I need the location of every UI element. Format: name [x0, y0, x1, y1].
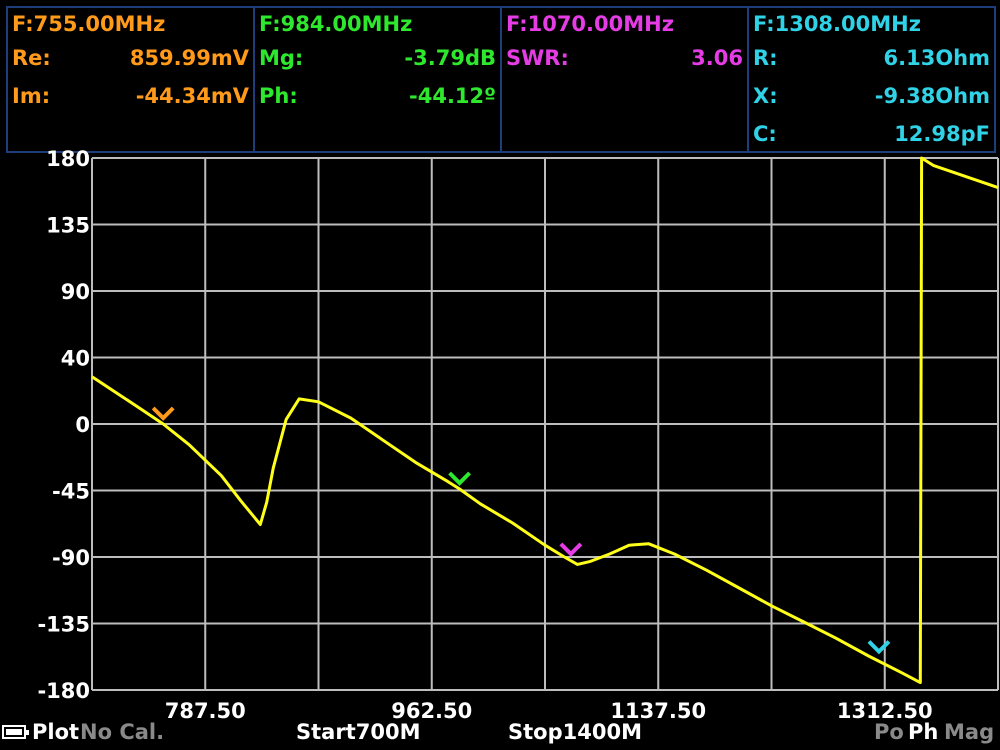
marker-4-row-x: X: -9.38Ohm	[753, 84, 990, 112]
label: SWR:	[506, 46, 569, 70]
value: 6.13Ohm	[883, 46, 991, 70]
marker-4-row-r: R: 6.13Ohm	[753, 46, 990, 74]
label: C:	[753, 122, 777, 146]
marker-readout-panel: F:755.00MHz Re: 859.99mV Im: -44.34mV F:98…	[6, 6, 996, 153]
marker-2-row-ph: Ph: -44.12º	[259, 84, 496, 112]
marker-3-row-swr: SWR: 3.06	[506, 46, 743, 74]
y-tick-label: -45	[52, 480, 90, 504]
y-tick-label: 90	[61, 280, 90, 304]
label: X:	[753, 84, 778, 108]
stop-frequency[interactable]: Stop1400M	[508, 720, 642, 744]
label: Mg:	[259, 46, 304, 70]
marker-1-row-im: Im: -44.34mV	[12, 84, 249, 112]
marker-3-frequency: F:1070.00MHz	[506, 12, 674, 36]
status-bar: Plot No Cal. Start700M Stop1400M Po Ph M…	[0, 716, 1000, 750]
x-tick-label: 1312.50	[837, 699, 933, 723]
value: -9.38Ohm	[874, 84, 990, 108]
marker-2-row-mg: Mg: -3.79dB	[259, 46, 496, 74]
phase-plot[interactable]: 180 135 90 40 0 -45 -90 -135 -180 787.50 962.50 113…	[0, 150, 1000, 750]
mode-ph-button[interactable]: Ph	[908, 720, 939, 744]
phase-trace	[91, 156, 999, 685]
marker-4-row-c: C: 12.98pF	[753, 122, 990, 150]
mode-mag-button[interactable]: Mag	[944, 720, 995, 744]
label: Ph:	[259, 84, 298, 108]
marker-1-row-re: Re: 859.99mV	[12, 46, 249, 74]
y-tick-label: -90	[52, 546, 90, 570]
marker-4-frequency: F:1308.00MHz	[753, 12, 921, 36]
value: -3.79dB	[404, 46, 496, 70]
marker-2-box[interactable]: F:984.00MHz Mg: -3.79dB Ph: -44.12º	[253, 6, 502, 153]
start-frequency[interactable]: Start700M	[296, 720, 421, 744]
y-tick-label: 180	[46, 150, 90, 171]
marker-2-chevron-icon	[448, 471, 471, 486]
x-tick-label: 962.50	[391, 699, 472, 723]
label: Re:	[12, 46, 51, 70]
marker-1-frequency: F:755.00MHz	[12, 12, 166, 36]
value: 859.99mV	[129, 46, 249, 70]
label: R:	[753, 46, 778, 70]
value: -44.12º	[409, 84, 496, 108]
y-tick-label: -135	[37, 613, 90, 637]
value: -44.34mV	[135, 84, 249, 108]
marker-4-box[interactable]: F:1308.00MHz R: 6.13Ohm X: -9.38Ohm C: 12.9…	[747, 6, 996, 153]
plot-button[interactable]: Plot	[32, 720, 80, 744]
x-tick-label: 787.50	[165, 699, 246, 723]
y-tick-label: 0	[75, 413, 90, 437]
y-tick-label: 135	[46, 214, 90, 238]
marker-2-frequency: F:984.00MHz	[259, 12, 413, 36]
marker-4-chevron-icon	[867, 640, 891, 655]
y-tick-label: -180	[37, 679, 90, 703]
calibration-status: No Cal.	[80, 720, 165, 744]
battery-icon	[2, 725, 29, 739]
y-tick-label: 40	[61, 347, 90, 371]
marker-3-box[interactable]: F:1070.00MHz SWR: 3.06	[500, 6, 749, 153]
value: 3.06	[691, 46, 743, 70]
value: 12.98pF	[894, 122, 990, 146]
label: Im:	[12, 84, 51, 108]
marker-3-chevron-icon	[559, 542, 583, 557]
marker-1-chevron-icon	[151, 406, 175, 421]
marker-1-box[interactable]: F:755.00MHz Re: 859.99mV Im: -44.34mV	[6, 6, 255, 153]
mode-po-button[interactable]: Po	[874, 720, 904, 744]
x-tick-label: 1137.50	[610, 699, 706, 723]
